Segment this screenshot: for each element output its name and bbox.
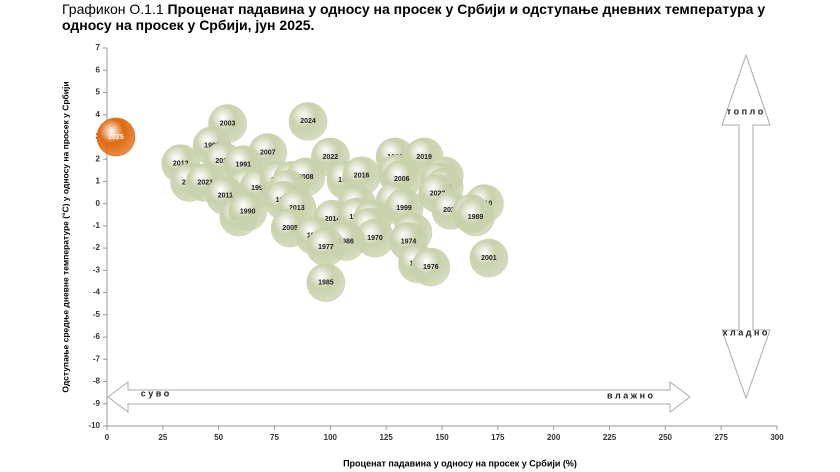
bubble-label: 2012 [173, 160, 189, 167]
y-tick-label: -6 [93, 332, 101, 341]
annotation: в л а ж н о [607, 390, 654, 400]
x-axis-label: Проценат падавина у односу на просек у С… [343, 458, 577, 468]
bubble-label: 2003 [220, 120, 236, 127]
bubble-label: 2011 [218, 193, 233, 200]
title-prefix: Графикон О.1.1 [62, 1, 164, 17]
y-tick-label: -4 [93, 288, 101, 297]
bubble-label: 2008 [298, 174, 314, 181]
y-tick-label: -9 [93, 399, 101, 408]
bubble [411, 247, 451, 287]
y-tick-label: -8 [93, 377, 101, 386]
bubble-label: 1977 [318, 244, 334, 251]
bubble [96, 117, 136, 157]
bubble-label: 2014 [325, 216, 341, 223]
bubble-label: 1985 [318, 279, 334, 286]
annotation: х л а д н о [723, 327, 768, 337]
bubble-label: 2001 [481, 255, 497, 262]
x-tick-label: 25 [158, 433, 167, 442]
y-tick-label: 0 [96, 199, 101, 208]
y-tick-label: -7 [93, 354, 101, 363]
vertical-arrow [721, 53, 771, 400]
y-tick-label: 2 [96, 154, 101, 163]
x-tick-label: 50 [214, 433, 223, 442]
bubble-label: 2013 [289, 205, 305, 212]
bubble-label: 1970 [367, 235, 383, 242]
bubble-label: 1990 [240, 208, 256, 215]
title-block: Графикон О.1.1 Проценат падавина у однос… [62, 1, 802, 33]
bubble-label: 2007 [260, 149, 276, 156]
y-tick-label: -2 [93, 243, 101, 252]
bubble [456, 197, 495, 237]
bubble [469, 238, 509, 278]
bubble-label: 1999 [396, 205, 412, 212]
x-tick-label: 150 [435, 433, 449, 442]
x-tick-label: 175 [491, 433, 505, 442]
bubble-label: 2017 [215, 158, 231, 165]
bubble-label: 2025 [108, 134, 124, 141]
bubble-label: 2005 [282, 225, 298, 232]
bubble-label: 1986 [338, 238, 354, 245]
bubble [288, 102, 328, 141]
annotation: с у в о [141, 388, 170, 398]
x-tick-label: 200 [547, 433, 561, 442]
bubble-label: 2021 [197, 179, 213, 186]
x-tick-label: 0 [105, 433, 110, 442]
annotation: т о п л о [727, 106, 764, 116]
bubble-label: 2006 [394, 176, 410, 183]
bubble-label: 1989 [468, 214, 484, 221]
y-tick-label: -5 [93, 310, 101, 319]
bubble-label: 1991 [235, 162, 251, 169]
y-axis-label: Одступање средње дневне температуре (°C)… [60, 81, 70, 392]
bubble-label: 2022 [323, 154, 339, 161]
y-tick-label: -1 [93, 221, 101, 230]
y-tick-label: 7 [96, 43, 101, 52]
chart-title: Проценат падавина у односу на просек у С… [62, 1, 766, 33]
x-tick-label: 275 [714, 433, 728, 442]
y-tick-label: 6 [96, 65, 101, 74]
bubble-label: 2023 [430, 190, 446, 197]
x-tick-label: 125 [379, 433, 393, 442]
x-tick-label: 75 [270, 433, 279, 442]
bubble [228, 192, 267, 231]
bubble-label: 1997 [251, 185, 267, 192]
bubble-label: 2019 [416, 154, 432, 161]
x-tick-label: 300 [770, 433, 784, 442]
y-tick-label: 1 [96, 177, 101, 186]
x-tick-label: 225 [603, 433, 617, 442]
x-tick-label: 100 [324, 433, 338, 442]
bubble-label: 2016 [354, 173, 370, 180]
y-tick-label: -3 [93, 265, 101, 274]
horizontal-arrow [107, 381, 691, 413]
bubble-label: 2020 [443, 207, 459, 214]
bubble-label: 1976 [423, 264, 439, 271]
bubble-label: 1974 [401, 238, 417, 245]
y-tick-label: 5 [96, 88, 101, 97]
y-tick-label: 4 [96, 110, 101, 119]
y-tick-label: -10 [88, 421, 100, 430]
x-tick-label: 250 [659, 433, 673, 442]
bubble [306, 263, 346, 302]
bubble-label: 2024 [300, 118, 316, 125]
